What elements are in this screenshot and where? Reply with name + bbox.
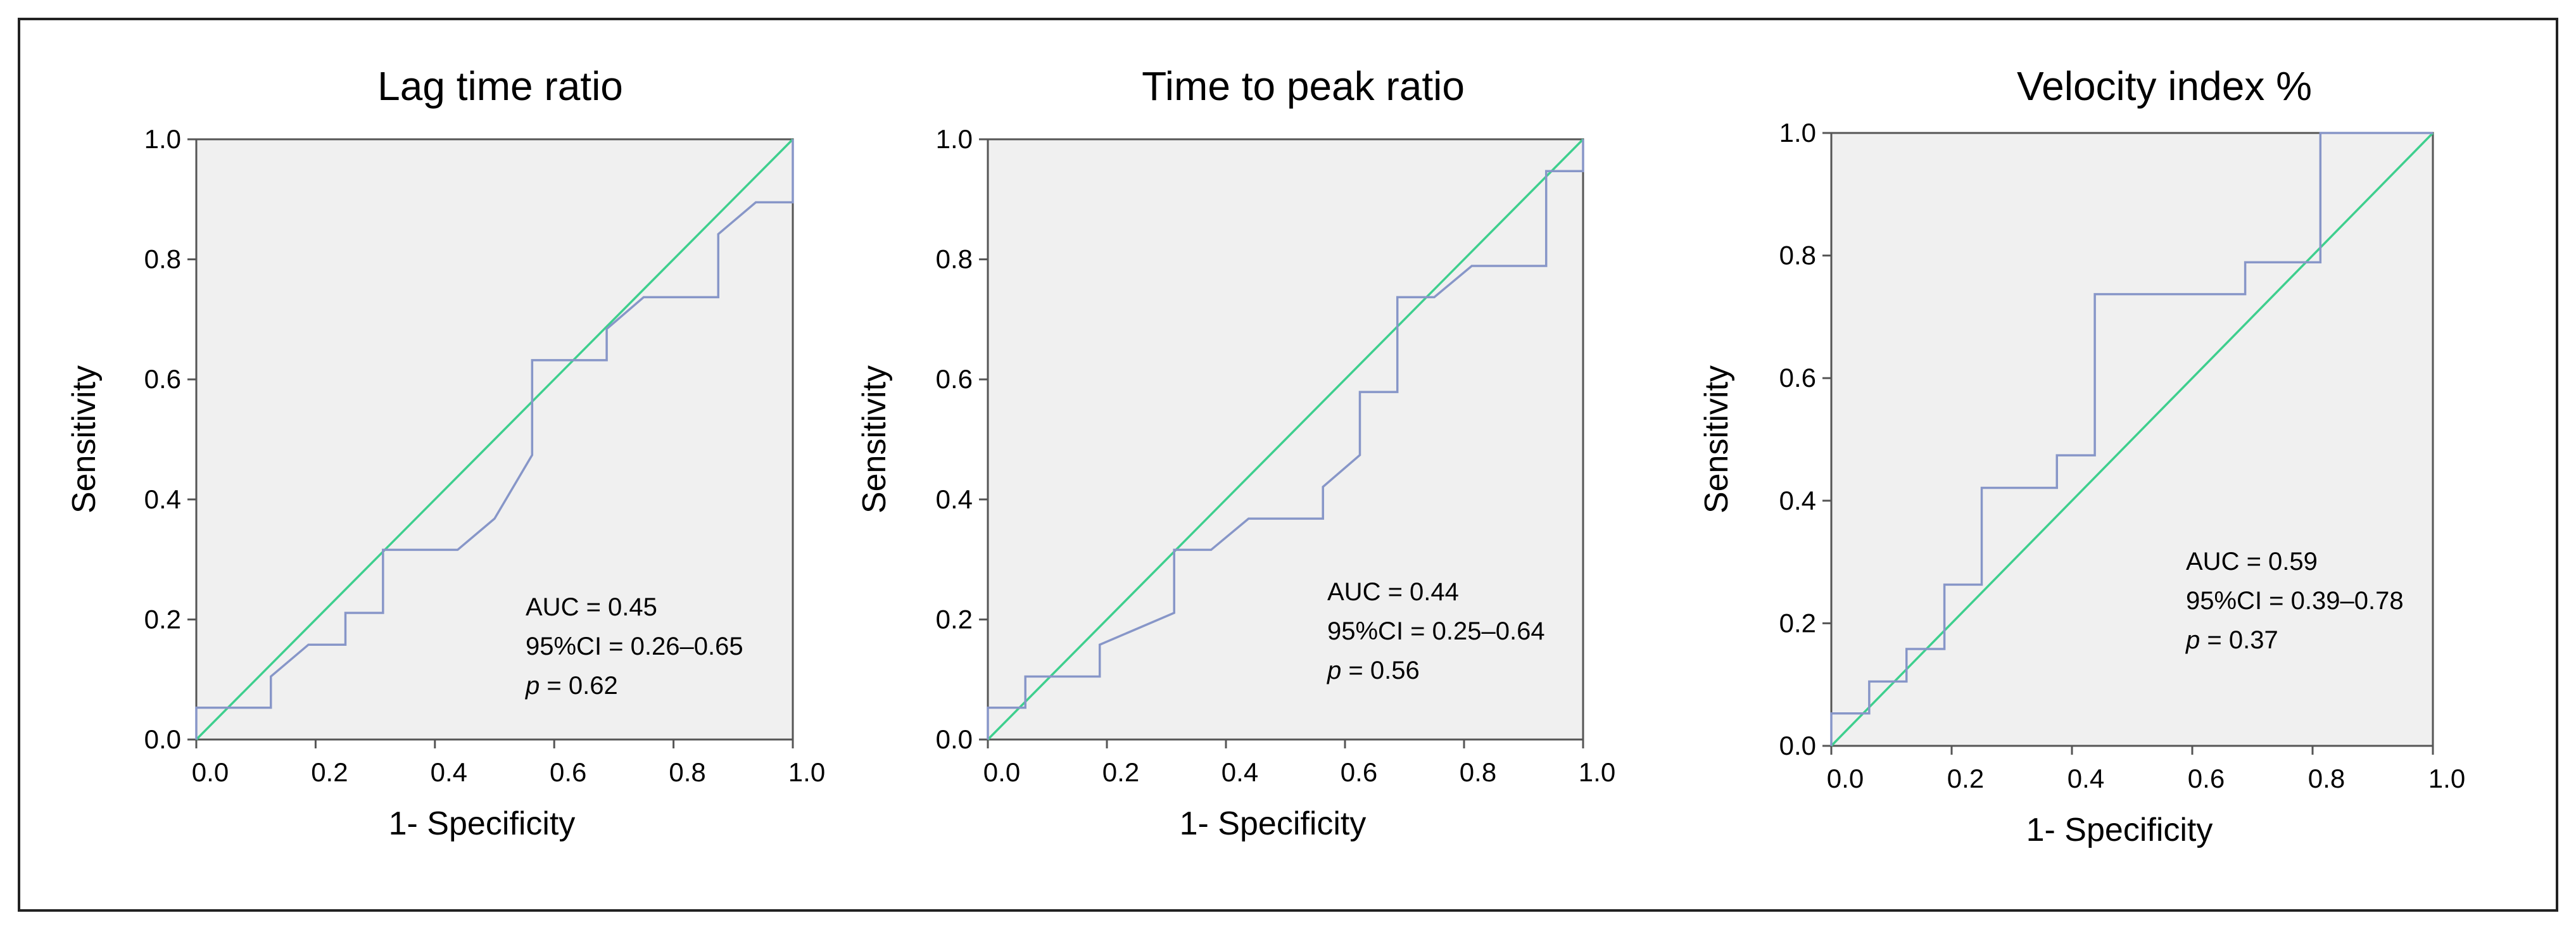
x-tick-label: 0.8 (669, 757, 705, 787)
p-value-label: p = 0.62 (525, 672, 618, 700)
x-tick-label: 0.2 (311, 757, 348, 787)
y-axis-label: Sensitivity (856, 365, 893, 513)
y-axis-label: Sensitivity (66, 365, 103, 513)
x-tick-label: 0.6 (550, 757, 586, 787)
p-symbol: p (1327, 657, 1341, 684)
reference-line (195, 138, 794, 741)
x-tick-label: 0.4 (2068, 764, 2104, 793)
y-tick-label: 0.8 (936, 244, 973, 274)
chart-panel-3: Velocity index % 0.0 0.2 0.4 0.6 0.8 1.0 0.0 0.2… (1698, 63, 2465, 848)
auc-label: AUC = 0.44 (1327, 578, 1459, 606)
reference-line (1830, 132, 2434, 747)
y-tick-label: 0.4 (144, 484, 181, 514)
y-tick-label: 0.0 (144, 724, 181, 754)
y-tick-label: 0.4 (936, 484, 973, 514)
x-axis-label: 1- Specificity (2026, 812, 2213, 848)
y-tick-label: 0.2 (1779, 608, 1816, 638)
y-tick-label: 0.2 (144, 604, 181, 634)
chart-panel-2: Time to peak ratio 0.0 0.2 0.4 0.6 0.8 1.0 0.0 0… (856, 63, 1615, 842)
y-tick-label: 0.0 (1779, 731, 1816, 760)
p-value-label: p = 0.37 (2185, 626, 2278, 654)
x-tick-label: 0.0 (192, 757, 229, 787)
chart-title: Velocity index % (2017, 63, 2312, 109)
p-value: = 0.37 (2200, 626, 2278, 654)
auc-label: AUC = 0.59 (2186, 548, 2318, 576)
p-value: = 0.56 (1341, 657, 1419, 684)
y-tick-label: 0.8 (1779, 241, 1816, 270)
y-tick-label: 0.8 (144, 244, 181, 274)
roc-curve (987, 139, 1584, 740)
x-tick-label: 0.4 (431, 757, 467, 787)
x-tick-label: 0.4 (1222, 757, 1258, 787)
y-tick-label: 1.0 (936, 124, 973, 154)
x-tick-label: 0.8 (2308, 764, 2345, 793)
y-tick-label: 0.6 (1779, 363, 1816, 393)
reference-line (987, 138, 1584, 741)
x-tick-label: 0.6 (1341, 757, 1377, 787)
x-tick-label: 1.0 (2428, 764, 2465, 793)
p-value-label: p = 0.56 (1327, 657, 1420, 684)
y-tick-label: 0.0 (936, 724, 973, 754)
x-tick-label: 0.2 (1947, 764, 1984, 793)
p-symbol: p (525, 672, 540, 700)
y-tick-label: 0.6 (936, 364, 973, 394)
x-tick-label: 1.0 (788, 757, 825, 787)
y-tick-label: 0.4 (1779, 486, 1816, 515)
chart-title: Lag time ratio (377, 63, 623, 109)
y-tick-label: 1.0 (144, 124, 181, 154)
ci-label: 95%CI = 0.25–0.64 (1327, 617, 1545, 645)
ci-label: 95%CI = 0.26–0.65 (526, 633, 743, 660)
x-tick-label: 0.6 (2188, 764, 2225, 793)
roc-curve (1830, 132, 2433, 746)
x-tick-label: 0.0 (1827, 764, 1864, 793)
x-tick-label: 1.0 (1579, 757, 1615, 787)
x-tick-label: 0.8 (1460, 757, 1496, 787)
y-axis-label: Sensitivity (1698, 365, 1735, 513)
p-symbol: p (2185, 626, 2200, 654)
ci-label: 95%CI = 0.39–0.78 (2186, 587, 2404, 615)
y-tick-label: 0.2 (936, 604, 973, 634)
y-tick-label: 0.6 (144, 364, 181, 394)
x-axis-label: 1- Specificity (1180, 805, 1367, 842)
y-tick-label: 1.0 (1779, 118, 1816, 148)
auc-label: AUC = 0.45 (526, 593, 657, 621)
x-tick-label: 0.0 (983, 757, 1020, 787)
x-tick-label: 0.2 (1102, 757, 1139, 787)
chart-title: Time to peak ratio (1142, 63, 1465, 109)
roc-curve (195, 139, 794, 740)
chart-panel-1: Lag time ratio 0.0 0.2 0.4 0.6 0.8 1.0 0.0 0.2 0.… (66, 63, 825, 842)
p-value: = 0.62 (540, 672, 617, 700)
x-axis-label: 1- Specificity (389, 805, 576, 842)
